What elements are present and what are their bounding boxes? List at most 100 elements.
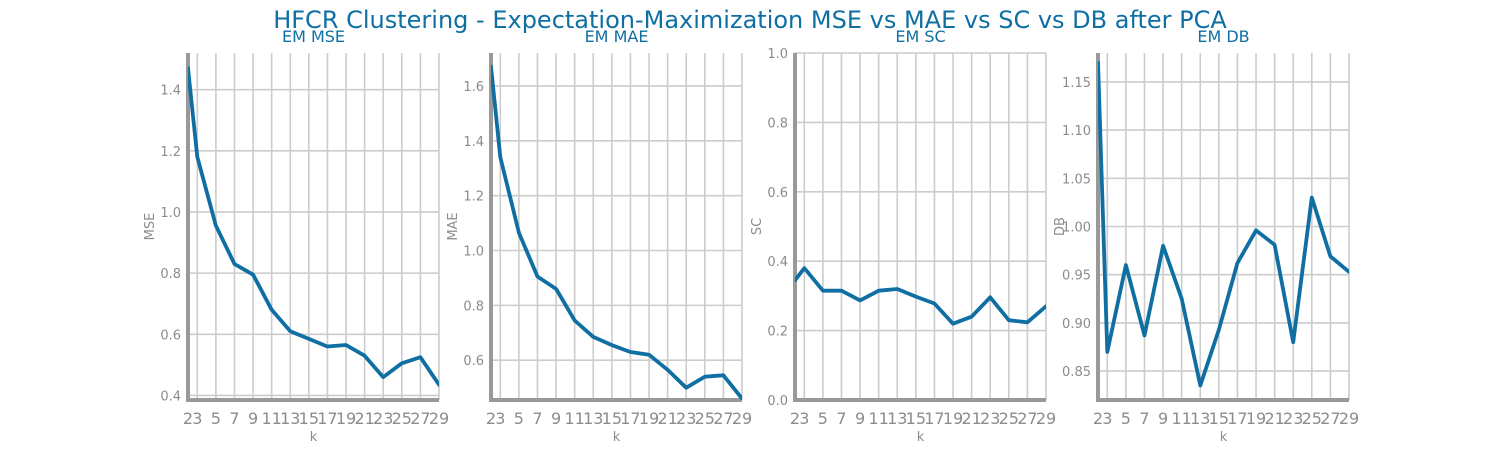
y-tick-label: 0.4 xyxy=(767,255,788,270)
y-tick-label: 0.8 xyxy=(767,116,788,131)
y-axis-label: SC xyxy=(750,218,765,235)
x-tick-label: 3 xyxy=(495,409,505,428)
x-tick-label: 2 xyxy=(183,409,193,428)
y-tick-label: 0.6 xyxy=(160,328,181,343)
y-tick-label: 1.4 xyxy=(463,135,484,150)
x-tick-label: 27 xyxy=(713,409,733,428)
x-tick-label: 7 xyxy=(532,409,542,428)
x-tick-label: 15 xyxy=(602,409,622,428)
y-tick-label: 1.6 xyxy=(463,80,484,95)
y-tick-label: 0.85 xyxy=(1062,365,1091,380)
x-tick-label: 17 xyxy=(620,409,640,428)
series-line-mae xyxy=(491,64,742,400)
x-tick-label: 5 xyxy=(514,409,524,428)
y-axis-label: MSE xyxy=(143,213,158,241)
subplot-db: 0.850.900.951.001.051.101.152 3 5 7 9 1113151… xyxy=(1053,27,1359,445)
y-tick-label: 1.10 xyxy=(1062,124,1091,139)
x-tick-label: 9 xyxy=(248,409,258,428)
y-tick-label: 1.00 xyxy=(1062,221,1091,236)
y-tick-label: 0.4 xyxy=(160,389,181,404)
x-tick-label: 3 xyxy=(192,409,202,428)
subplot-mse: 0.40.60.81.01.21.42 3 5 7 9 11131517192123252… xyxy=(143,27,449,445)
x-tick-label: 25 xyxy=(999,409,1019,428)
x-tick-label: 21 xyxy=(961,409,981,428)
x-tick-label: 5 xyxy=(818,409,828,428)
y-axis-label: DB xyxy=(1053,217,1068,236)
x-tick-label: 23 xyxy=(980,409,1000,428)
y-tick-label: 1.05 xyxy=(1062,172,1091,187)
y-tick-label: 1.0 xyxy=(463,245,484,260)
x-tick-label: 13 xyxy=(280,409,300,428)
series-line-mse xyxy=(188,66,439,387)
x-tick-label: 25 xyxy=(392,409,412,428)
x-axis-label: k xyxy=(1220,430,1228,445)
x-tick-label: 3 xyxy=(1102,409,1112,428)
x-tick-label: 17 xyxy=(1227,409,1247,428)
x-tick-label: 21 xyxy=(657,409,677,428)
x-tick-label: 15 xyxy=(299,409,319,428)
x-axis-label: k xyxy=(917,430,925,445)
x-tick-label: 19 xyxy=(943,409,963,428)
x-tick-label: 29 xyxy=(1339,409,1359,428)
figure-title: HFCR Clustering - Expectation-Maximizati… xyxy=(273,6,1227,34)
y-tick-label: 0.2 xyxy=(767,325,788,340)
x-tick-label: 25 xyxy=(695,409,715,428)
x-tick-label: 13 xyxy=(1190,409,1210,428)
x-axis-label: k xyxy=(310,430,318,445)
y-tick-label: 0.90 xyxy=(1062,317,1091,332)
x-tick-label: 2 xyxy=(1093,409,1103,428)
x-tick-label: 19 xyxy=(336,409,356,428)
x-tick-label: 29 xyxy=(732,409,752,428)
subplot-mae: 0.60.81.01.21.41.62 3 5 7 9 11131517192123252… xyxy=(446,27,752,445)
x-tick-label: 5 xyxy=(211,409,221,428)
x-tick-label: 29 xyxy=(429,409,449,428)
x-tick-label: 11 xyxy=(261,409,281,428)
x-tick-label: 27 xyxy=(1017,409,1037,428)
y-tick-label: 0.8 xyxy=(160,267,181,282)
x-tick-label: 15 xyxy=(1209,409,1229,428)
x-tick-label: 11 xyxy=(868,409,888,428)
subplot-title: EM SC xyxy=(895,27,945,46)
x-tick-label: 25 xyxy=(1302,409,1322,428)
x-tick-label: 15 xyxy=(906,409,926,428)
x-axis-label: k xyxy=(613,430,621,445)
series-line-db xyxy=(1098,60,1349,388)
x-tick-label: 19 xyxy=(1246,409,1266,428)
x-tick-label: 17 xyxy=(317,409,337,428)
y-tick-label: 0.0 xyxy=(767,394,788,409)
y-tick-label: 0.6 xyxy=(463,354,484,369)
x-tick-label: 7 xyxy=(229,409,239,428)
y-tick-label: 1.4 xyxy=(160,84,181,99)
x-tick-label: 13 xyxy=(583,409,603,428)
x-tick-label: 9 xyxy=(855,409,865,428)
x-tick-label: 21 xyxy=(1264,409,1284,428)
x-tick-label: 11 xyxy=(1171,409,1191,428)
subplot-sc: 0.00.20.40.60.81.02 3 5 7 9 11131517192123252… xyxy=(750,27,1056,445)
x-tick-label: 27 xyxy=(1320,409,1340,428)
y-tick-label: 0.8 xyxy=(463,299,484,314)
x-tick-label: 9 xyxy=(551,409,561,428)
x-tick-label: 21 xyxy=(354,409,374,428)
x-tick-label: 11 xyxy=(564,409,584,428)
y-tick-label: 1.15 xyxy=(1062,76,1091,91)
subplot-title: EM MAE xyxy=(585,27,649,46)
x-tick-label: 13 xyxy=(887,409,907,428)
y-tick-label: 1.0 xyxy=(767,47,788,62)
x-tick-label: 23 xyxy=(676,409,696,428)
x-tick-label: 2 xyxy=(486,409,496,428)
x-tick-label: 7 xyxy=(836,409,846,428)
subplot-title: EM MSE xyxy=(282,27,345,46)
subplots: 0.40.60.81.01.21.42 3 5 7 9 11131517192123252… xyxy=(143,27,1359,445)
x-tick-label: 2 xyxy=(790,409,800,428)
x-tick-label: 5 xyxy=(1121,409,1131,428)
subplot-title: EM DB xyxy=(1197,27,1249,46)
x-tick-label: 19 xyxy=(639,409,659,428)
series-line-sc xyxy=(795,266,1046,326)
x-tick-label: 3 xyxy=(799,409,809,428)
y-tick-label: 0.6 xyxy=(767,186,788,201)
y-tick-label: 1.0 xyxy=(160,206,181,221)
y-axis-label: MAE xyxy=(446,212,461,240)
y-tick-label: 0.95 xyxy=(1062,269,1091,284)
x-tick-label: 7 xyxy=(1139,409,1149,428)
